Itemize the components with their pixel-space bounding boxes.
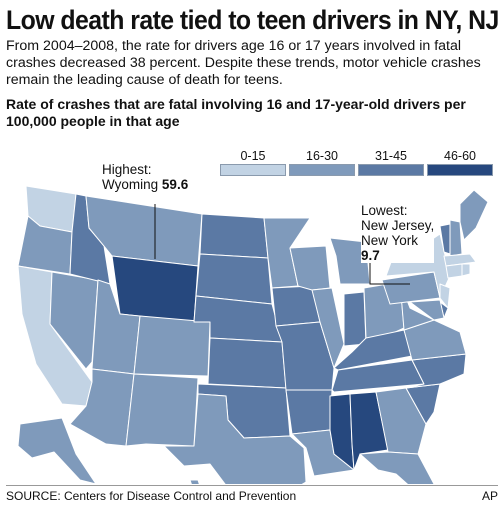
highest-title: Highest: [102, 162, 152, 177]
source-line: SOURCE: Centers for Disease Control and … [6, 489, 297, 503]
footer-rule [6, 485, 498, 486]
highest-state: Wyoming [102, 177, 159, 192]
highest-value: 59.6 [161, 177, 189, 192]
state-alaska [17, 417, 97, 484]
state-colorado [133, 315, 211, 377]
legend: 0-15 16-30 31-45 46-60 [220, 148, 496, 176]
state-rhode-island [461, 263, 471, 277]
map-subtitle: Rate of crashes that are fatal involving… [6, 96, 466, 129]
state-north-dakota [199, 213, 269, 259]
state-new-hampshire [449, 219, 463, 257]
state-texas [163, 393, 307, 484]
state-kansas [207, 337, 287, 389]
credit-line: AP [481, 489, 498, 503]
legend-swatch [220, 164, 286, 176]
headline: Low death rate tied to teen drivers in N… [6, 5, 499, 35]
intro-text: From 2004–2008, the rate for drivers age… [6, 38, 481, 88]
state-connecticut [445, 263, 463, 279]
legend-swatch [289, 164, 355, 176]
lowest-value: 9.7 [361, 248, 380, 263]
lowest-title: Lowest: [361, 203, 408, 218]
state-arkansas [285, 389, 333, 435]
lowest-callout: Lowest: New Jersey, New York 9.7 [361, 203, 435, 263]
lowest-state-2: New York [361, 233, 419, 248]
state-illinois [311, 287, 345, 369]
state-georgia [375, 387, 427, 455]
lowest-state-1: New Jersey, [361, 218, 435, 233]
legend-label: 16-30 [306, 149, 338, 163]
state-hawaii [189, 479, 200, 484]
state-pennsylvania [381, 271, 441, 305]
state-wyoming [111, 255, 199, 323]
legend-item-31-45: 31-45 [358, 148, 424, 176]
state-maine [459, 189, 489, 241]
state-new-mexico [125, 373, 199, 447]
legend-label: 46-60 [444, 149, 476, 163]
highest-callout: Highest: Wyoming 59.6 [102, 162, 189, 192]
legend-item-46-60: 46-60 [427, 148, 493, 176]
legend-label: 31-45 [375, 149, 407, 163]
state-maryland [409, 299, 445, 321]
state-florida [359, 451, 435, 484]
state-michigan [329, 237, 371, 285]
us-choropleth-map [17, 185, 489, 484]
legend-swatch [427, 164, 493, 176]
legend-swatch [358, 164, 424, 176]
state-indiana [343, 291, 367, 347]
state-massachusetts [443, 253, 477, 267]
state-south-dakota [195, 253, 273, 305]
legend-label: 0-15 [240, 149, 266, 163]
legend-item-16-30: 16-30 [289, 148, 355, 176]
legend-item-0-15: 0-15 [220, 148, 286, 176]
